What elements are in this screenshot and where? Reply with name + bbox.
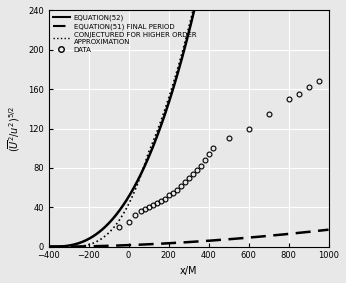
- X-axis label: x/M: x/M: [180, 266, 197, 276]
- DATA: [317, 80, 321, 83]
- DATA: [174, 188, 179, 191]
- CONJECTURED FOR HIGHER ORDER
APPROXIMATION: [183, 41, 187, 45]
- EQUATION(51) FINAL PERIOD: [267, 234, 271, 237]
- EQUATION(51) FINAL PERIOD: [47, 245, 51, 248]
- DATA: [307, 85, 311, 89]
- DATA: [286, 97, 291, 101]
- EQUATION(52): [175, 73, 180, 76]
- DATA: [199, 164, 203, 168]
- DATA: [179, 184, 183, 187]
- EQUATION(51) FINAL PERIOD: [327, 228, 331, 231]
- EQUATION(51) FINAL PERIOD: [318, 229, 322, 232]
- CONJECTURED FOR HIGHER ORDER
APPROXIMATION: [47, 245, 51, 248]
- CONJECTURED FOR HIGHER ORDER
APPROXIMATION: [175, 68, 180, 71]
- Legend: EQUATION(52), EQUATION(51) FINAL PERIOD, CONJECTURED FOR HIGHER ORDER
APPROXIMAT: EQUATION(52), EQUATION(51) FINAL PERIOD,…: [51, 12, 198, 55]
- EQUATION(52): [183, 46, 187, 50]
- DATA: [138, 209, 143, 213]
- DATA: [158, 200, 163, 203]
- EQUATION(51) FINAL PERIOD: [61, 245, 65, 248]
- Y-axis label: $(\overline{U}^2/u^2)^{5/2}$: $(\overline{U}^2/u^2)^{5/2}$: [7, 106, 22, 152]
- DATA: [147, 205, 151, 209]
- DATA: [207, 153, 211, 156]
- Line: EQUATION(51) FINAL PERIOD: EQUATION(51) FINAL PERIOD: [49, 230, 329, 247]
- EQUATION(52): [47, 245, 51, 248]
- DATA: [166, 194, 171, 197]
- DATA: [246, 127, 251, 130]
- DATA: [171, 191, 175, 194]
- Line: DATA: DATA: [116, 79, 321, 230]
- DATA: [202, 158, 207, 162]
- DATA: [127, 220, 131, 224]
- CONJECTURED FOR HIGHER ORDER
APPROXIMATION: [61, 245, 65, 248]
- DATA: [155, 202, 159, 205]
- EQUATION(51) FINAL PERIOD: [318, 229, 322, 232]
- Line: CONJECTURED FOR HIGHER ORDER
APPROXIMATION: CONJECTURED FOR HIGHER ORDER APPROXIMATI…: [49, 0, 329, 247]
- DATA: [297, 92, 301, 96]
- EQUATION(51) FINAL PERIOD: [183, 241, 187, 244]
- EQUATION(51) FINAL PERIOD: [175, 241, 180, 245]
- DATA: [151, 203, 155, 207]
- DATA: [227, 137, 231, 140]
- DATA: [163, 198, 167, 201]
- DATA: [143, 207, 147, 211]
- DATA: [266, 112, 271, 115]
- EQUATION(52): [61, 245, 65, 248]
- DATA: [186, 176, 191, 179]
- DATA: [183, 180, 187, 183]
- DATA: [210, 147, 215, 150]
- DATA: [133, 213, 137, 217]
- DATA: [194, 168, 199, 171]
- Line: EQUATION(52): EQUATION(52): [49, 0, 329, 247]
- DATA: [117, 225, 121, 229]
- DATA: [191, 172, 195, 175]
